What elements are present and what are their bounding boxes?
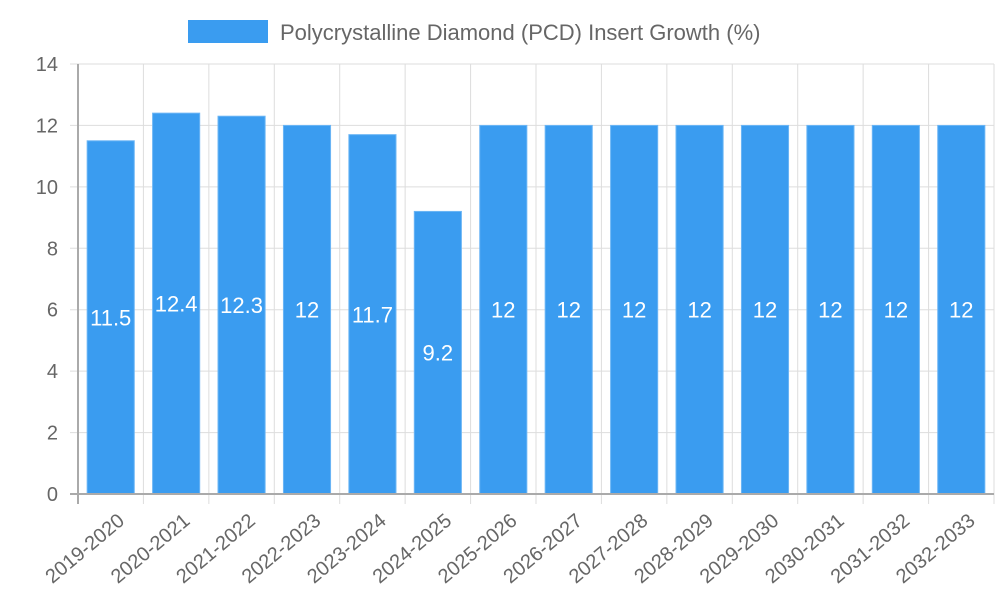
bar-value-label: 12 (622, 298, 646, 323)
bar[interactable] (217, 115, 266, 495)
bar[interactable] (348, 134, 397, 495)
bar[interactable] (282, 124, 332, 495)
bar-value-label: 11.5 (90, 305, 131, 330)
bars (86, 112, 986, 495)
bar-value-label: 12 (687, 298, 711, 323)
y-tick-label: 4 (47, 361, 58, 383)
bar[interactable] (544, 124, 593, 495)
bar[interactable] (413, 210, 462, 495)
bar[interactable] (675, 124, 724, 495)
bar-value-label: 12 (295, 298, 319, 323)
legend-swatch[interactable] (188, 20, 268, 43)
legend[interactable]: Polycrystalline Diamond (PCD) Insert Gro… (188, 20, 760, 45)
bar-value-label: 12 (818, 298, 842, 323)
bar[interactable] (740, 124, 790, 495)
bar-value-label: 9.2 (423, 341, 454, 366)
y-tick-label: 14 (36, 54, 58, 76)
bar[interactable] (152, 112, 201, 495)
bar-value-label: 12 (556, 298, 580, 323)
bar-value-label: 12.4 (155, 292, 198, 317)
bar[interactable] (806, 124, 855, 495)
y-tick-label: 10 (36, 177, 58, 199)
y-tick-label: 12 (36, 115, 58, 137)
bar[interactable] (86, 140, 135, 495)
gridlines (70, 63, 995, 504)
bar[interactable] (610, 124, 659, 495)
y-tick-label: 8 (47, 238, 58, 260)
bar[interactable] (479, 124, 528, 495)
y-tick-label: 0 (47, 484, 58, 506)
axes (70, 64, 994, 504)
data-labels: 11.5 12.4 12.3 12 11.7 9.2 12 12 12 12 12 12 12 12 (90, 292, 973, 366)
y-tick-label: 2 (47, 423, 58, 445)
y-axis-tick-labels: 0 2 4 6 8 10 12 14 (36, 54, 58, 506)
bar-value-label: 12 (884, 298, 908, 323)
legend-label[interactable]: Polycrystalline Diamond (PCD) Insert Gro… (280, 20, 760, 45)
y-tick-label: 6 (47, 300, 58, 322)
bar-value-label: 12.3 (220, 293, 263, 318)
bar-value-label: 12 (753, 298, 777, 323)
bar-value-label: 12 (949, 298, 973, 323)
bar-value-label: 11.7 (352, 302, 393, 327)
bar-value-label: 12 (491, 298, 515, 323)
x-axis-tick-labels: 2019-20202020-20212021-20222022-20232023… (42, 510, 980, 588)
bar[interactable] (871, 124, 920, 495)
